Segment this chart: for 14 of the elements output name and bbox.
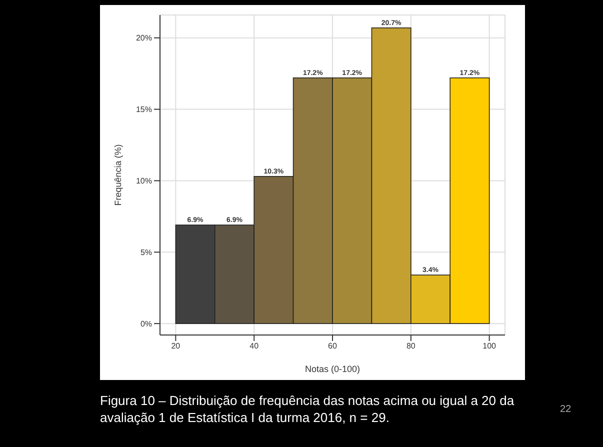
text: 22 — [560, 404, 572, 415]
y-tick-label: 20% — [136, 34, 152, 43]
y-tick-label: 0% — [140, 319, 152, 328]
y-tick-label: 15% — [136, 105, 152, 114]
x-tick-label: 20 — [171, 342, 181, 351]
x-tick-label: 60 — [328, 342, 338, 351]
x-tick-label: 100 — [482, 342, 497, 351]
y-tick-label: 10% — [136, 176, 152, 186]
y-axis-title: Frequência (%) — [113, 144, 124, 206]
x-axis-title: Notas (0-100) — [304, 364, 360, 374]
y-tick-label: 5% — [140, 248, 152, 257]
text: Figura 10 – Distribuição de frequência das notas acima ou igual a 20 da avaliação 1 de Estatística I da turma 2016, n = 29. — [100, 392, 516, 426]
x-tick-label: 80 — [406, 342, 416, 351]
x-tick-label: 40 — [250, 342, 260, 351]
